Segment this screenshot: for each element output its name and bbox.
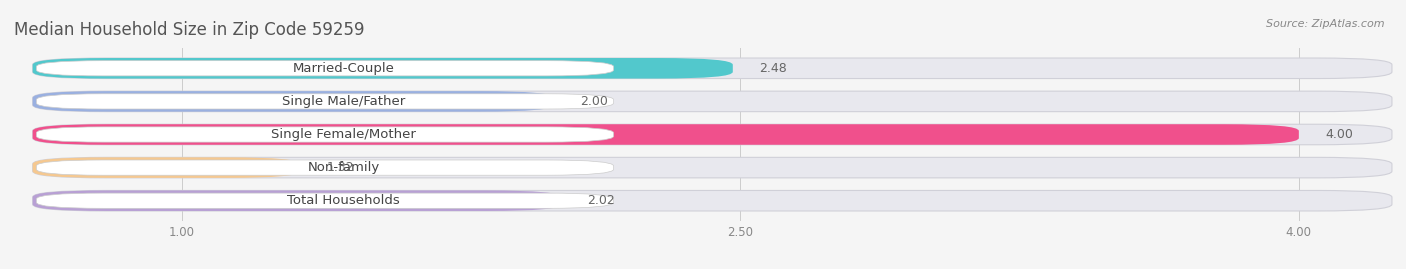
Text: 2.00: 2.00 xyxy=(581,95,607,108)
FancyBboxPatch shape xyxy=(32,58,733,79)
FancyBboxPatch shape xyxy=(32,157,1392,178)
Text: Single Female/Mother: Single Female/Mother xyxy=(271,128,416,141)
FancyBboxPatch shape xyxy=(37,193,613,208)
FancyBboxPatch shape xyxy=(32,124,1299,145)
FancyBboxPatch shape xyxy=(32,190,561,211)
Text: Non-family: Non-family xyxy=(308,161,380,174)
Text: Total Households: Total Households xyxy=(287,194,401,207)
Text: 4.00: 4.00 xyxy=(1324,128,1353,141)
Text: 2.48: 2.48 xyxy=(759,62,786,75)
FancyBboxPatch shape xyxy=(37,127,613,142)
FancyBboxPatch shape xyxy=(37,160,613,175)
FancyBboxPatch shape xyxy=(32,58,1392,79)
Text: 2.02: 2.02 xyxy=(588,194,616,207)
FancyBboxPatch shape xyxy=(32,91,1392,112)
FancyBboxPatch shape xyxy=(32,124,1392,145)
Text: Married-Couple: Married-Couple xyxy=(292,62,395,75)
FancyBboxPatch shape xyxy=(37,61,613,76)
Text: Source: ZipAtlas.com: Source: ZipAtlas.com xyxy=(1267,19,1385,29)
Text: 1.32: 1.32 xyxy=(326,161,354,174)
FancyBboxPatch shape xyxy=(32,91,554,112)
Text: Single Male/Father: Single Male/Father xyxy=(283,95,405,108)
Text: Median Household Size in Zip Code 59259: Median Household Size in Zip Code 59259 xyxy=(14,20,364,38)
FancyBboxPatch shape xyxy=(32,190,1392,211)
FancyBboxPatch shape xyxy=(32,157,301,178)
FancyBboxPatch shape xyxy=(37,94,613,109)
